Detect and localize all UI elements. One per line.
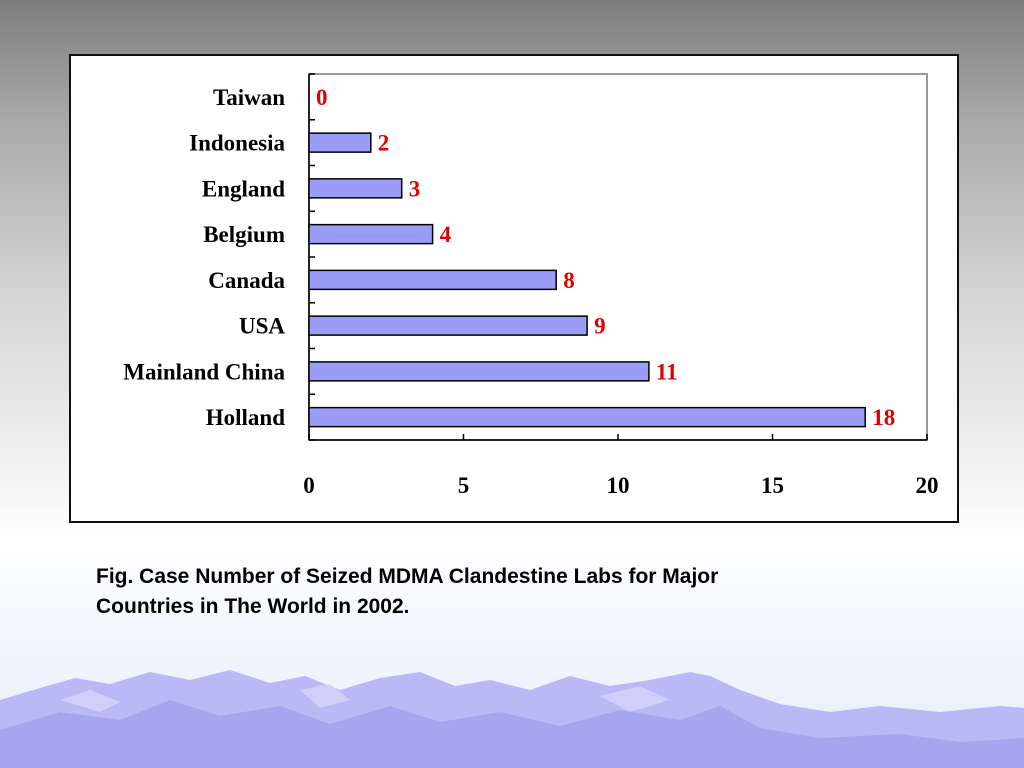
bar-england (308, 178, 403, 199)
category-label: Canada (208, 268, 285, 293)
data-labels: 0 234 89 11 18 (316, 85, 895, 430)
bar-holland (308, 406, 866, 428)
x-tick-label: 20 (916, 473, 939, 498)
caption-line-1: Fig. Case Number of Seized MDMA Clandest… (96, 565, 719, 588)
plot-border (308, 73, 928, 441)
data-label: 0 (316, 85, 328, 110)
x-axis: 0 5 10 15 20 (303, 434, 939, 498)
bar-belgium (308, 223, 434, 245)
x-tick-label: 15 (761, 473, 784, 498)
data-label: 4 (440, 222, 452, 247)
bars (308, 132, 866, 428)
bar-canada (308, 269, 557, 291)
figure-caption: Fig. Case Number of Seized MDMA Clandest… (96, 562, 916, 622)
x-tick-label: 0 (303, 473, 315, 498)
mountain-shade (0, 700, 1024, 768)
x-tick-label: 5 (458, 473, 470, 498)
caption-line-2: Countries in The World in 2002. (96, 595, 410, 618)
category-label: Mainland China (123, 359, 285, 384)
category-label: Belgium (203, 222, 285, 247)
category-label: Holland (206, 405, 285, 430)
data-label: 11 (656, 359, 678, 384)
data-label: 9 (594, 314, 606, 339)
plot-area (308, 73, 928, 441)
category-labels: Taiwan Indonesia England Belgium Canada USA Ma… (123, 85, 285, 430)
data-label: 3 (409, 176, 421, 201)
category-label: Indonesia (189, 131, 285, 156)
data-label: 2 (378, 131, 390, 156)
data-label: 8 (563, 268, 575, 293)
category-label: England (202, 176, 285, 201)
data-label: 18 (872, 405, 895, 430)
category-label: USA (239, 314, 285, 339)
x-tick-label: 10 (607, 473, 630, 498)
bar-mainland-china (308, 361, 650, 382)
bar-usa (308, 315, 588, 336)
category-label: Taiwan (213, 85, 285, 110)
bar-indonesia (308, 132, 372, 153)
